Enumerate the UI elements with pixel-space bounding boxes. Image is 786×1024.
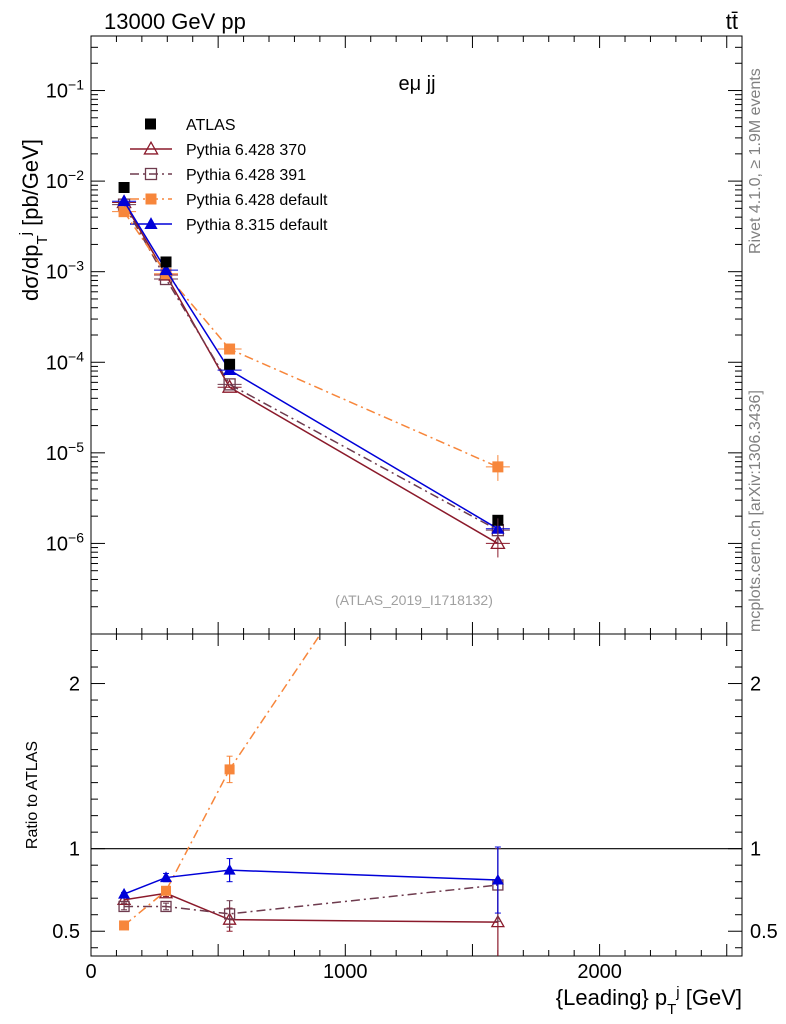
legend: ATLAS Pythia 6.428 370 Pythia 6.428 391 Pyt… <box>130 117 328 234</box>
x-tick-label: 2000 <box>577 961 622 983</box>
ratio-tick-label: 0.5 <box>52 921 80 943</box>
legend-label-1: Pythia 6.428 391 <box>186 167 306 184</box>
mcplots-label: mcplots.cern.ch [arXiv:1306.3436] <box>747 390 764 632</box>
y-tick-label: 10−2 <box>46 167 84 193</box>
series-line-0 <box>123 202 499 545</box>
ratio-point-2 <box>493 365 503 375</box>
data-point <box>160 256 172 268</box>
ratio-point-3 <box>491 873 504 885</box>
ratio-point-2 <box>161 885 172 896</box>
ratio-point-2 <box>119 920 130 931</box>
series-line-2 <box>123 211 499 468</box>
data-point <box>224 358 236 370</box>
ratio-tick-label-right: 1 <box>750 839 761 861</box>
ratio-point-3 <box>223 863 236 875</box>
legend-marker-1 <box>144 167 158 181</box>
legend-marker-0 <box>143 140 159 155</box>
legend-marker-data <box>145 118 156 130</box>
x-tick-label: 0 <box>85 961 96 983</box>
series-line-1 <box>123 204 499 531</box>
ratio-point-1 <box>118 900 130 913</box>
legend-marker-3 <box>144 217 158 229</box>
ratio-tick-label-right: 2 <box>750 674 761 696</box>
series-line-3 <box>123 200 499 530</box>
ratio-point-3 <box>160 871 173 883</box>
axes-layer: 0 1000 2000 10−1 10−2 10−3 10−4 10−5 10−6 0.5 0.5 1… <box>46 35 778 983</box>
series-point-3 <box>159 263 173 276</box>
ratio-line-1 <box>124 884 498 915</box>
ratio-plot-frame <box>90 633 743 957</box>
y-tick-label: 10−3 <box>46 258 84 284</box>
collision-label: 13000 GeV pp <box>104 9 246 34</box>
analysis-label: (ATLAS_2019_I1718132) <box>335 592 493 608</box>
data-point <box>118 182 130 194</box>
y-tick-label: 10−5 <box>46 439 84 465</box>
ratio-line-2 <box>123 634 322 927</box>
legend-marker-2 <box>145 193 157 205</box>
ratio-point-3 <box>118 887 131 899</box>
ratio-tick-label: 2 <box>69 674 80 696</box>
ratio-point-1 <box>223 908 236 920</box>
legend-label-2: Pythia 6.428 default <box>186 192 328 209</box>
rivet-version-label: Rivet 4.1.0, ≥ 1.9M events <box>747 68 764 254</box>
legend-label-data: ATLAS <box>186 117 236 134</box>
ratio-line-3 <box>123 869 498 895</box>
ratio-y-axis-title: Ratio to ATLAS <box>24 741 41 849</box>
ratio-plot <box>116 365 505 956</box>
series-point-2 <box>224 343 236 355</box>
y-tick-label: 10−4 <box>46 348 84 374</box>
ratio-tick-label: 1 <box>69 839 80 861</box>
main-plot <box>112 182 510 558</box>
ratio-point-1 <box>160 900 172 913</box>
y-axis-title: dσ/dpTj [pb/GeV] <box>17 139 51 301</box>
series-point-2 <box>118 206 130 218</box>
ratio-line-0 <box>123 892 498 923</box>
process-label: tt̄ <box>726 9 738 34</box>
y-tick-label: 10−1 <box>46 77 84 103</box>
y-tick-label: 10−6 <box>46 529 84 555</box>
x-tick-label: 1000 <box>323 961 368 983</box>
series-point-3 <box>117 194 131 207</box>
series-point-1 <box>223 378 236 391</box>
ratio-point-2 <box>224 764 235 775</box>
chart-title: eμ jj <box>398 73 435 95</box>
legend-label-0: Pythia 6.428 370 <box>186 142 306 159</box>
x-axis-title: {Leading} pTj [GeV] <box>556 984 742 1018</box>
legend-label-3: Pythia 8.315 default <box>186 217 328 234</box>
ratio-tick-label-right: 0.5 <box>750 921 778 943</box>
